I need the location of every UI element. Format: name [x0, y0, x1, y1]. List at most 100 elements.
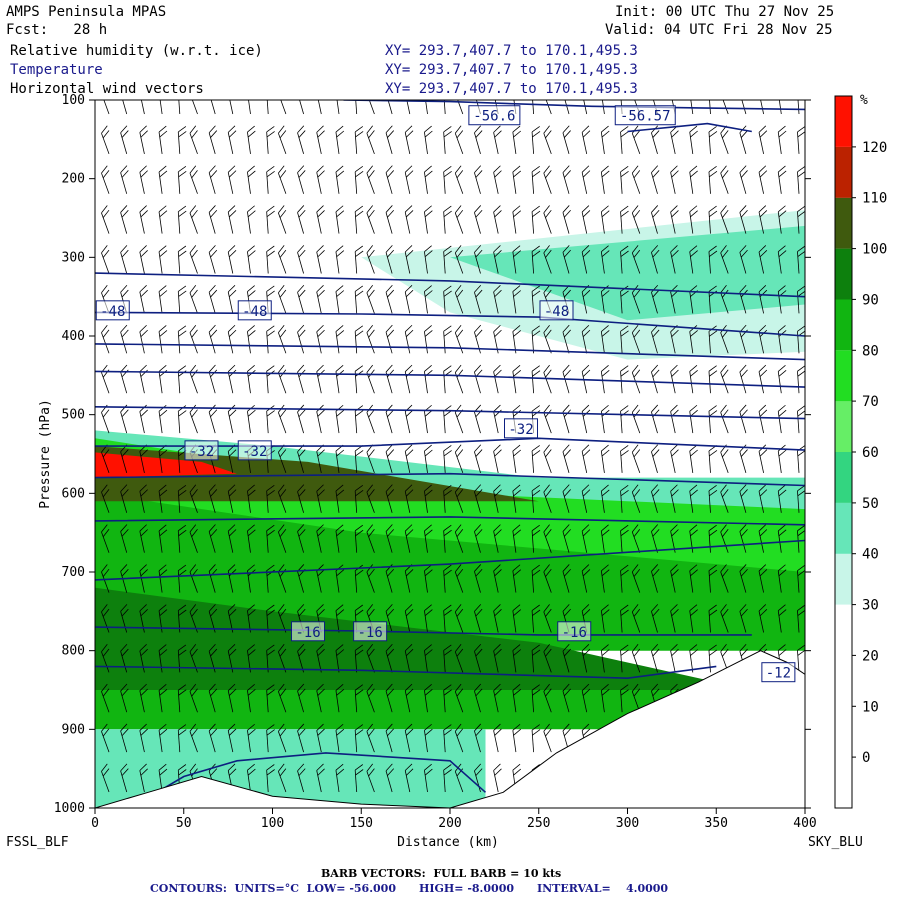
wind-barb [247, 484, 256, 513]
wind-barb [335, 365, 345, 394]
contour-label: -32 [184, 440, 219, 461]
wind-barb [739, 364, 748, 394]
wind-barb [651, 564, 660, 593]
wind-barb [620, 405, 629, 434]
wind-barb [247, 205, 256, 234]
wind-barb [277, 324, 287, 354]
wind-barb [424, 205, 433, 234]
svg-text:-32: -32 [189, 444, 214, 460]
wind-barb [208, 524, 218, 553]
wind-barb [208, 165, 218, 194]
wind-barb [493, 723, 502, 753]
wind-barb [620, 644, 629, 673]
wind-barb [543, 484, 552, 513]
wind-barb [600, 100, 605, 115]
wind-barb [189, 683, 198, 713]
wind-barb [600, 205, 610, 234]
wind-barb [708, 100, 711, 115]
colorbar-unit: % [860, 93, 868, 108]
y-tick-label: 300 [62, 250, 85, 265]
wind-barb [404, 683, 414, 713]
wind-barb [777, 365, 787, 394]
wind-barb [404, 404, 414, 434]
wind-barb [739, 404, 748, 434]
wind-barb [177, 644, 187, 673]
wind-barb [443, 484, 452, 513]
right-endpoint: SKY_BLU [808, 835, 863, 850]
wind-barb [739, 604, 748, 633]
wind-barb [177, 484, 187, 513]
wind-barb [631, 324, 641, 354]
wind-barb [620, 325, 629, 354]
colorbar-swatch [835, 553, 852, 605]
wind-barb [581, 165, 591, 194]
colorbar-swatch [835, 604, 852, 656]
wind-barb [797, 365, 805, 394]
wind-barb [424, 365, 433, 394]
wind-barb [474, 245, 483, 274]
wind-barb [739, 205, 748, 234]
wind-barb [543, 404, 552, 434]
wind-barb [424, 404, 433, 434]
wind-barb [443, 325, 452, 354]
wind-barb [297, 524, 306, 553]
wind-barb [531, 325, 541, 354]
wind-barb [543, 125, 552, 155]
wind-barb [208, 125, 218, 155]
wind-barb [474, 683, 483, 713]
wind-barb [620, 126, 629, 154]
wind-barb [297, 100, 304, 115]
wind-barb [277, 683, 287, 713]
wind-barb [335, 125, 345, 154]
contour-label: -56.6 [468, 105, 521, 126]
wind-barb [512, 644, 522, 673]
wind-barb [208, 723, 218, 753]
wind-barb [631, 125, 641, 155]
wind-barb [797, 405, 805, 434]
wind-barb [512, 604, 522, 633]
wind-barb [354, 644, 364, 673]
wind-barb [120, 125, 129, 155]
wind-barb [177, 126, 187, 154]
colorbar-swatch [835, 655, 852, 707]
contour-label: -32 [504, 418, 538, 439]
colorbar-label: 110 [862, 191, 887, 207]
wind-barb [120, 564, 129, 593]
wind-barb [158, 524, 168, 553]
wind-barb [139, 285, 148, 314]
wind-barb [158, 365, 168, 394]
wind-barb [631, 644, 641, 673]
wind-barb [316, 324, 325, 354]
wind-barb [316, 484, 325, 513]
wind-barb [454, 205, 464, 234]
wind-barb [227, 524, 237, 553]
wind-barb [689, 365, 698, 394]
colorbar-label: 10 [862, 699, 879, 715]
wind-barb [189, 524, 198, 553]
wind-barb [631, 205, 641, 234]
wind-barb [101, 364, 110, 394]
wind-barb [720, 564, 729, 593]
temperature-contour--8 [130, 752, 487, 808]
wind-barb [562, 564, 571, 593]
wind-barb [581, 404, 591, 434]
rh-fill-layer [95, 210, 805, 808]
wind-barb [366, 723, 375, 753]
wind-barb [247, 100, 251, 115]
colorbar-swatch [835, 96, 852, 147]
wind-barb [120, 643, 129, 673]
wind-barb [366, 205, 375, 234]
wind-barb [720, 404, 729, 434]
wind-barb [512, 205, 522, 234]
contour-label: -16 [291, 621, 325, 642]
wind-barb [366, 165, 375, 194]
wind-barb [620, 684, 629, 713]
wind-barb [247, 325, 256, 354]
wind-barb [651, 484, 660, 513]
wind-barb [189, 100, 198, 115]
wind-barb [189, 364, 198, 394]
wind-barb [177, 724, 187, 753]
wind-barb [316, 100, 322, 115]
wind-barb [512, 125, 522, 154]
y-tick-label: 800 [62, 644, 85, 659]
